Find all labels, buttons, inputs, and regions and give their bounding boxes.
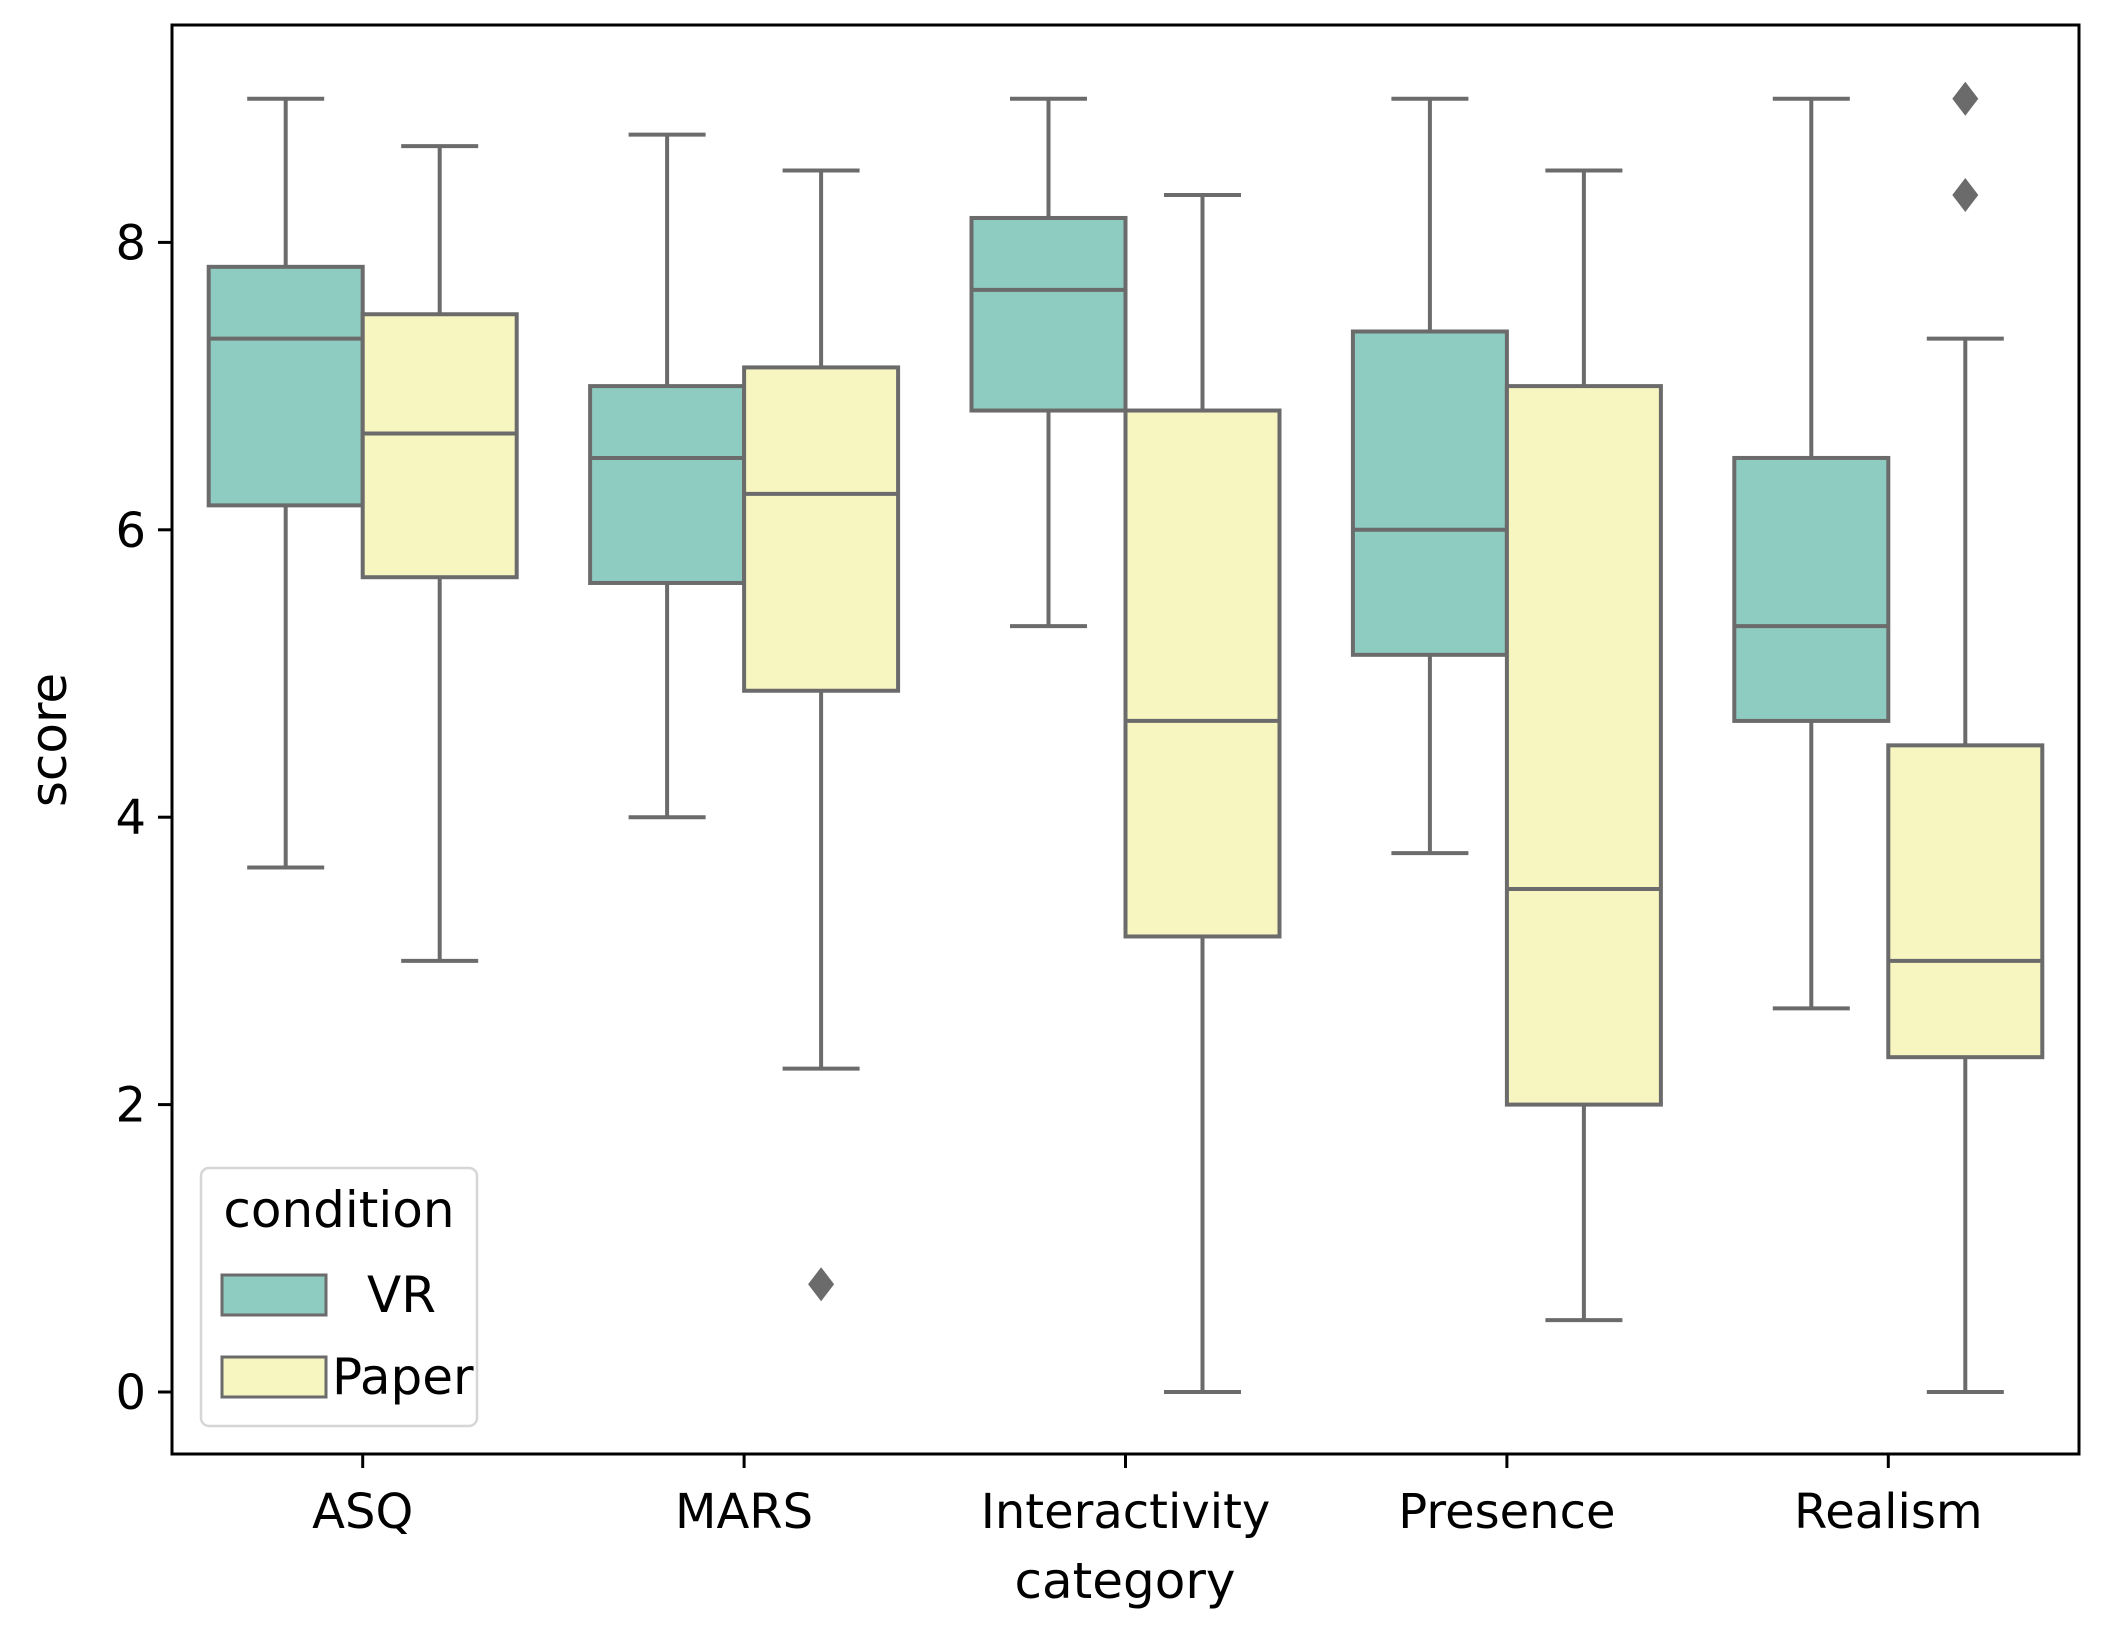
x-tick-label-mars: MARS: [675, 1484, 813, 1540]
box-asq-paper: [360, 144, 519, 963]
legend-swatch-paper: [220, 1355, 328, 1399]
y-tick-label: 4: [115, 790, 146, 846]
box-iqr: [1123, 408, 1282, 939]
x-tick-label-interactivity: Interactivity: [981, 1484, 1271, 1540]
box-iqr: [742, 365, 901, 693]
x-tick-label-realism: Realism: [1794, 1484, 1983, 1540]
legend-swatch-vr: [220, 1273, 328, 1317]
box-iqr: [969, 215, 1128, 413]
box-iqr: [588, 384, 747, 585]
box-iqr: [1732, 455, 1891, 723]
box-realism-paper: [1886, 81, 2045, 1394]
box-mars-paper: [742, 168, 901, 1302]
outlier-point: [1952, 81, 1979, 116]
box-interactivity-vr: [969, 96, 1128, 629]
legend-title: condition: [223, 1181, 454, 1239]
box-iqr: [1886, 743, 2045, 1060]
outlier-point: [1952, 177, 1979, 212]
x-axis: ASQ MARS Interactivity Presence Realism: [312, 1454, 1983, 1540]
box-iqr: [1504, 384, 1663, 1107]
y-tick-label: 2: [115, 1078, 146, 1134]
box-iqr: [206, 264, 365, 508]
y-axis-label: score: [20, 673, 78, 807]
boxes-layer: [206, 81, 2045, 1394]
y-tick-label: 6: [115, 503, 146, 559]
x-tick-label-asq: ASQ: [312, 1484, 413, 1540]
outlier-point: [808, 1267, 835, 1302]
y-tick-label: 0: [115, 1365, 146, 1421]
box-iqr: [360, 312, 519, 580]
legend: condition VR Paper: [199, 1166, 479, 1428]
y-tick-label: 8: [115, 215, 146, 271]
y-axis: 0 2 4 6 8: [115, 215, 172, 1421]
x-axis-label: category: [1015, 1552, 1236, 1610]
legend-label-paper: Paper: [332, 1348, 474, 1406]
box-presence-paper: [1504, 168, 1663, 1323]
box-mars-vr: [588, 132, 747, 820]
box-presence-vr: [1350, 96, 1509, 856]
legend-label-vr: VR: [367, 1266, 436, 1324]
box-interactivity-paper: [1123, 192, 1282, 1394]
x-tick-label-presence: Presence: [1398, 1484, 1615, 1540]
box-asq-vr: [206, 96, 365, 870]
box-realism-vr: [1732, 96, 1891, 1011]
box-iqr: [1350, 329, 1509, 657]
